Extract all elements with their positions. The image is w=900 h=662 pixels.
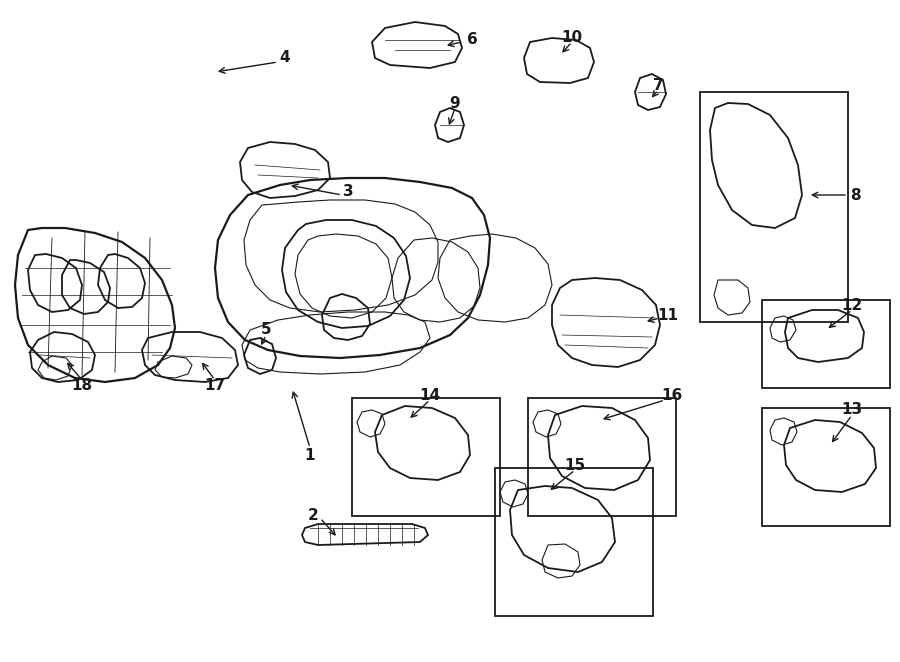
Text: 15: 15	[564, 459, 586, 473]
Text: 9: 9	[450, 97, 460, 111]
Text: 13: 13	[842, 402, 862, 418]
Bar	[528, 398, 676, 516]
Text: 18: 18	[71, 379, 93, 393]
Text: 16: 16	[662, 389, 682, 404]
Text: 1: 1	[305, 448, 315, 463]
Text: 6: 6	[466, 32, 477, 48]
Bar	[495, 468, 653, 616]
Text: 8: 8	[850, 187, 860, 203]
Text: 14: 14	[419, 389, 441, 404]
Text: 11: 11	[658, 308, 679, 322]
Text: 2: 2	[308, 508, 319, 522]
Text: 7: 7	[652, 77, 663, 93]
Text: 10: 10	[562, 30, 582, 46]
Text: 3: 3	[343, 185, 354, 199]
Text: 4: 4	[280, 50, 291, 66]
Text: 5: 5	[261, 322, 271, 338]
Bar	[762, 300, 890, 388]
Bar	[762, 408, 890, 526]
Text: 12: 12	[842, 297, 862, 312]
Bar	[352, 398, 500, 516]
Text: 17: 17	[204, 379, 226, 393]
Bar	[700, 92, 848, 322]
